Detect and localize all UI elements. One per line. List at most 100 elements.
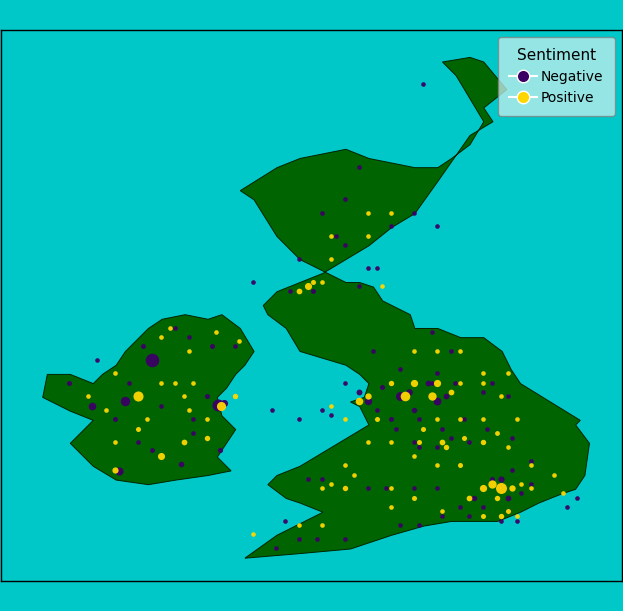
Point bbox=[166, 323, 176, 332]
Point bbox=[460, 414, 470, 424]
Point bbox=[202, 392, 212, 401]
Point bbox=[558, 488, 568, 498]
Point bbox=[395, 392, 405, 401]
Point bbox=[563, 502, 573, 511]
Point bbox=[340, 378, 350, 387]
Point bbox=[478, 414, 488, 424]
Point bbox=[432, 222, 442, 232]
Point bbox=[512, 414, 522, 424]
Point bbox=[445, 433, 455, 443]
Point bbox=[516, 488, 526, 498]
Point bbox=[414, 414, 424, 424]
Point bbox=[503, 492, 513, 502]
Point bbox=[386, 437, 396, 447]
Point bbox=[386, 222, 396, 232]
Point bbox=[326, 401, 336, 411]
Point bbox=[110, 368, 120, 378]
Point bbox=[207, 341, 217, 351]
Point bbox=[432, 461, 442, 470]
Point bbox=[354, 387, 364, 397]
Point bbox=[363, 437, 373, 447]
Point bbox=[363, 483, 373, 493]
Point bbox=[354, 281, 364, 291]
Point bbox=[445, 346, 455, 356]
Point bbox=[386, 483, 396, 493]
Point bbox=[267, 405, 277, 415]
Point bbox=[303, 474, 313, 484]
Point bbox=[437, 424, 447, 434]
Point bbox=[507, 433, 517, 443]
Point bbox=[280, 516, 290, 525]
Point bbox=[230, 392, 240, 401]
Point bbox=[526, 483, 536, 493]
Point bbox=[414, 442, 424, 452]
Point bbox=[468, 492, 478, 502]
Point bbox=[395, 520, 405, 530]
Point bbox=[143, 414, 153, 424]
Point bbox=[455, 502, 465, 511]
Point bbox=[133, 424, 143, 434]
Point bbox=[437, 437, 447, 447]
Point bbox=[432, 378, 442, 387]
Point bbox=[294, 286, 304, 296]
Point bbox=[170, 378, 180, 387]
Point bbox=[372, 414, 382, 424]
Point bbox=[381, 483, 391, 493]
Point bbox=[445, 387, 455, 397]
Point bbox=[133, 437, 143, 447]
Point bbox=[294, 520, 304, 530]
Point bbox=[503, 442, 513, 452]
Polygon shape bbox=[43, 315, 254, 485]
Point bbox=[326, 254, 336, 263]
Point bbox=[432, 346, 442, 356]
Point bbox=[497, 511, 506, 521]
Point bbox=[285, 286, 295, 296]
Point bbox=[184, 332, 194, 342]
Point bbox=[188, 414, 198, 424]
Point bbox=[363, 392, 373, 401]
Point bbox=[308, 286, 318, 296]
Point bbox=[87, 401, 97, 411]
Point bbox=[455, 346, 465, 356]
Point bbox=[507, 465, 517, 475]
Point bbox=[432, 414, 442, 424]
Point bbox=[156, 378, 166, 387]
Point bbox=[409, 483, 419, 493]
Point bbox=[110, 465, 120, 475]
Point bbox=[176, 459, 186, 469]
Point bbox=[432, 483, 442, 493]
Point bbox=[497, 474, 506, 484]
Point bbox=[303, 281, 313, 291]
Point bbox=[478, 387, 488, 397]
Point bbox=[414, 437, 424, 447]
Point bbox=[170, 323, 180, 332]
Point bbox=[354, 162, 364, 172]
Point bbox=[317, 208, 327, 218]
Point bbox=[216, 401, 226, 411]
Point bbox=[317, 277, 327, 287]
Point bbox=[427, 378, 437, 387]
Point bbox=[432, 396, 442, 406]
Point bbox=[377, 382, 387, 392]
Point bbox=[478, 511, 488, 521]
Point bbox=[423, 378, 433, 387]
Point bbox=[248, 529, 258, 539]
Point bbox=[478, 378, 488, 387]
Point bbox=[219, 398, 229, 408]
Point bbox=[340, 240, 350, 250]
Point bbox=[294, 254, 304, 263]
Point bbox=[503, 507, 513, 516]
Point bbox=[372, 405, 382, 415]
Point bbox=[460, 433, 470, 443]
Point bbox=[133, 392, 143, 401]
Point bbox=[83, 392, 93, 401]
Point bbox=[340, 483, 350, 493]
Point bbox=[418, 424, 428, 434]
Point bbox=[386, 208, 396, 218]
Point bbox=[441, 392, 451, 401]
Point bbox=[294, 414, 304, 424]
Point bbox=[202, 433, 212, 443]
Point bbox=[363, 396, 373, 406]
Point bbox=[248, 277, 258, 287]
Point bbox=[101, 405, 111, 415]
